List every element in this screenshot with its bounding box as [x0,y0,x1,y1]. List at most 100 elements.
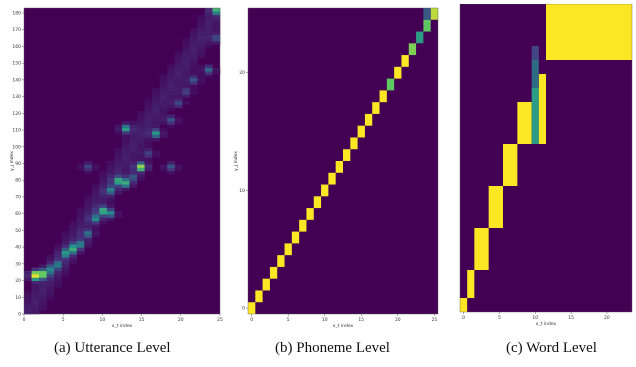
heatmap-cell [182,94,191,99]
heatmap-cell [91,207,100,212]
heatmap-cell [144,134,153,139]
heatmap-cell [144,154,153,158]
heatmap-cell [114,154,123,158]
heatmap-cell [46,267,55,272]
heatmap-cell [182,91,191,95]
heatmap-cell [182,37,191,42]
heatmap-cell [152,117,160,122]
heatmap-cell [39,287,47,292]
heatmap-cell [144,137,153,142]
heatmap-cell [174,84,183,89]
heatmap-cell [122,131,130,135]
heatmap-cell [114,127,123,132]
heatmap-cell [76,224,85,228]
heatmap-cell [39,290,47,295]
heatmap-cell [546,4,632,60]
heatmap-cell [197,44,206,49]
heatmap-cell [54,247,62,252]
heatmap-cell [137,161,145,165]
heatmap-cell [137,111,145,115]
heatmap-cell [106,204,115,208]
heatmap-cell [69,247,78,252]
heatmap-cell [76,220,85,225]
heatmap-cell [488,186,503,228]
heatmap-cell [46,274,55,278]
heatmap-cell [46,264,55,268]
heatmap-cell [106,197,115,202]
heatmap-cell [114,184,123,188]
heatmap-cell [91,190,100,195]
heatmap-cell [189,91,198,95]
heatmap-cell [189,87,198,92]
heatmap-cell [174,51,183,55]
heatmap-cell [167,67,176,72]
heatmap-cell [538,74,546,144]
heatmap-cell [129,121,138,125]
heatmap-cell [159,167,168,172]
heatmap-cell [31,294,40,298]
y-tick-label: 70 [15,194,21,200]
heatmap-cell [167,121,176,125]
heatmap-cell [46,254,55,258]
heatmap-cell [167,94,176,99]
heatmap-cell [167,107,176,112]
heatmap-phoneme: 0 5 10 15 20 25 0 10 20 x_t index y_j index [233,7,439,329]
heatmap-cell [114,161,123,165]
heatmap-cell [204,31,213,35]
heatmap-cell [335,161,343,173]
heatmap-cell [137,157,145,162]
heatmap-cell [31,277,40,282]
heatmap-cell [106,167,115,172]
heatmap-cell [106,200,115,205]
caption-word: (c) Word Level [506,340,597,356]
heatmap-cell [76,230,85,235]
heatmap-cell [364,113,373,126]
heatmap-cell [197,31,206,35]
heatmap-cell [24,297,32,301]
y-tick-label: 130 [12,94,21,100]
heatmap-cell [106,180,115,185]
heatmap-cell [91,227,100,232]
heatmap-cell [167,124,176,129]
heatmap-cell [122,180,130,185]
heatmap-cell [99,217,108,222]
heatmap-cell [144,124,153,129]
heatmap-cell [84,217,93,222]
heatmap-cell [197,17,206,22]
heatmap-cell [69,237,78,242]
heatmap-cell [69,224,78,228]
heatmap-cell [182,74,191,79]
heatmap-cell [137,167,145,172]
y-tick-label: 160 [12,44,21,50]
panel-phoneme: 0 5 10 15 20 25 0 10 20 x_t index y_j index [228,4,446,329]
heatmap-cell [159,164,168,168]
heatmap-cell [91,230,100,235]
panel-word: 0 5 10 15 20 x_t index [452,4,636,329]
heatmap-cell [99,214,108,218]
heatmap-cell [31,284,40,288]
heatmap-cell [182,87,191,92]
heatmap-cell [152,127,160,132]
heatmap-cell [122,121,130,125]
heatmap-cell [174,87,183,92]
heatmap-cell [99,184,108,188]
heatmap-cell [114,147,123,152]
heatmap-cell [189,64,198,69]
heatmap-cell [137,131,145,135]
heatmap-cell [122,164,130,168]
heatmap-cell [84,204,93,208]
heatmap-cell [152,94,160,99]
heatmap-cell [204,14,213,19]
x-tick-label: 0 [462,315,465,321]
heatmap-cell [137,121,145,125]
heatmap-cell [106,190,115,195]
heatmap-cell [152,137,160,142]
heatmap-cell [61,274,70,278]
heatmap-cell [174,117,183,122]
heatmap-cell [76,227,85,232]
heatmap-cell [114,174,123,178]
y-tick-label: 0 [18,312,21,318]
x-tick-label: 0 [23,317,26,323]
heatmap-cell [31,274,40,278]
heatmap-cell [91,200,100,205]
